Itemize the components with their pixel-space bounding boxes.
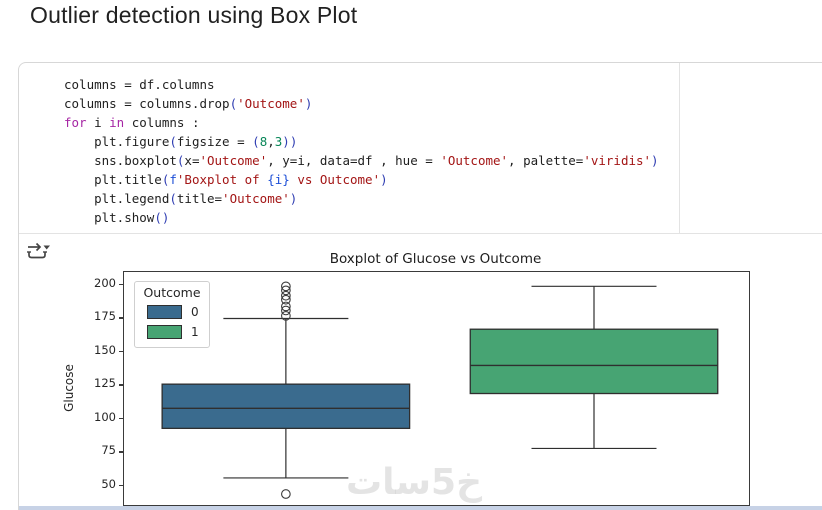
code-cell: columns = df.columns columns = columns.dr… bbox=[19, 63, 822, 234]
legend-title: Outcome bbox=[143, 285, 201, 300]
outlier-point bbox=[281, 285, 291, 296]
code-line: plt.legend(title='Outcome') bbox=[64, 191, 298, 206]
code-line: columns = df.columns bbox=[64, 77, 215, 92]
code-line: for i in columns : bbox=[64, 115, 200, 130]
output-area: Boxplot of Glucose vs Outcome Glucose Ou… bbox=[19, 234, 822, 510]
code-cell-gutter bbox=[680, 63, 822, 233]
y-tick-mark bbox=[119, 350, 123, 353]
legend-label: 1 bbox=[191, 325, 199, 339]
box-1 bbox=[469, 328, 719, 395]
y-tick-label: 50 bbox=[101, 476, 116, 491]
code-line: plt.show() bbox=[64, 210, 170, 225]
output-toggle-button[interactable] bbox=[26, 240, 52, 264]
code-editor[interactable]: columns = df.columns columns = columns.dr… bbox=[19, 63, 680, 233]
y-tick-mark bbox=[119, 283, 123, 286]
y-tick-label: 150 bbox=[94, 342, 116, 357]
y-tick-label: 75 bbox=[101, 443, 116, 458]
outlier-point bbox=[281, 290, 291, 301]
legend-entry: 1 bbox=[141, 322, 203, 342]
page-title: Outlier detection using Box Plot bbox=[30, 2, 358, 28]
figure: Boxplot of Glucose vs Outcome Glucose Ou… bbox=[19, 234, 822, 510]
outlier-point bbox=[281, 310, 291, 321]
outlier-point bbox=[281, 305, 291, 316]
y-tick-label: 175 bbox=[94, 309, 116, 324]
legend-swatch bbox=[147, 305, 182, 319]
next-cell-edge bbox=[19, 506, 822, 510]
boxplot-canvas bbox=[161, 281, 719, 499]
code-line: plt.figure(figsize = (8,3)) bbox=[64, 134, 298, 149]
notebook-cell-card: columns = df.columns columns = columns.dr… bbox=[18, 62, 822, 510]
y-tick-label: 100 bbox=[94, 409, 116, 424]
output-toggle-icon bbox=[27, 242, 50, 259]
chart-title: Boxplot of Glucose vs Outcome bbox=[329, 251, 542, 267]
outlier-point bbox=[281, 294, 291, 305]
box-0 bbox=[161, 383, 411, 430]
code-line: sns.boxplot(x='Outcome', y=i, data=df , … bbox=[64, 153, 659, 168]
y-tick-mark bbox=[119, 484, 123, 487]
y-tick-label: 200 bbox=[94, 275, 116, 290]
legend-label: 0 bbox=[191, 305, 199, 319]
legend-entry: 0 bbox=[141, 302, 203, 322]
code-lines: columns = df.columns columns = columns.dr… bbox=[64, 75, 679, 227]
y-tick-mark bbox=[119, 417, 123, 420]
outlier-point bbox=[281, 281, 291, 292]
y-tick-mark bbox=[119, 451, 123, 453]
code-line: columns = columns.drop('Outcome') bbox=[64, 96, 313, 111]
outlier-point bbox=[281, 301, 291, 312]
legend-swatch bbox=[147, 325, 182, 339]
code-line: plt.title(f'Boxplot of {i} vs Outcome') bbox=[64, 172, 388, 187]
outlier-point bbox=[281, 489, 291, 499]
plot-frame bbox=[123, 271, 750, 506]
y-tick-mark bbox=[119, 384, 123, 386]
y-tick-mark bbox=[119, 317, 123, 319]
y-tick-label: 125 bbox=[94, 376, 116, 391]
